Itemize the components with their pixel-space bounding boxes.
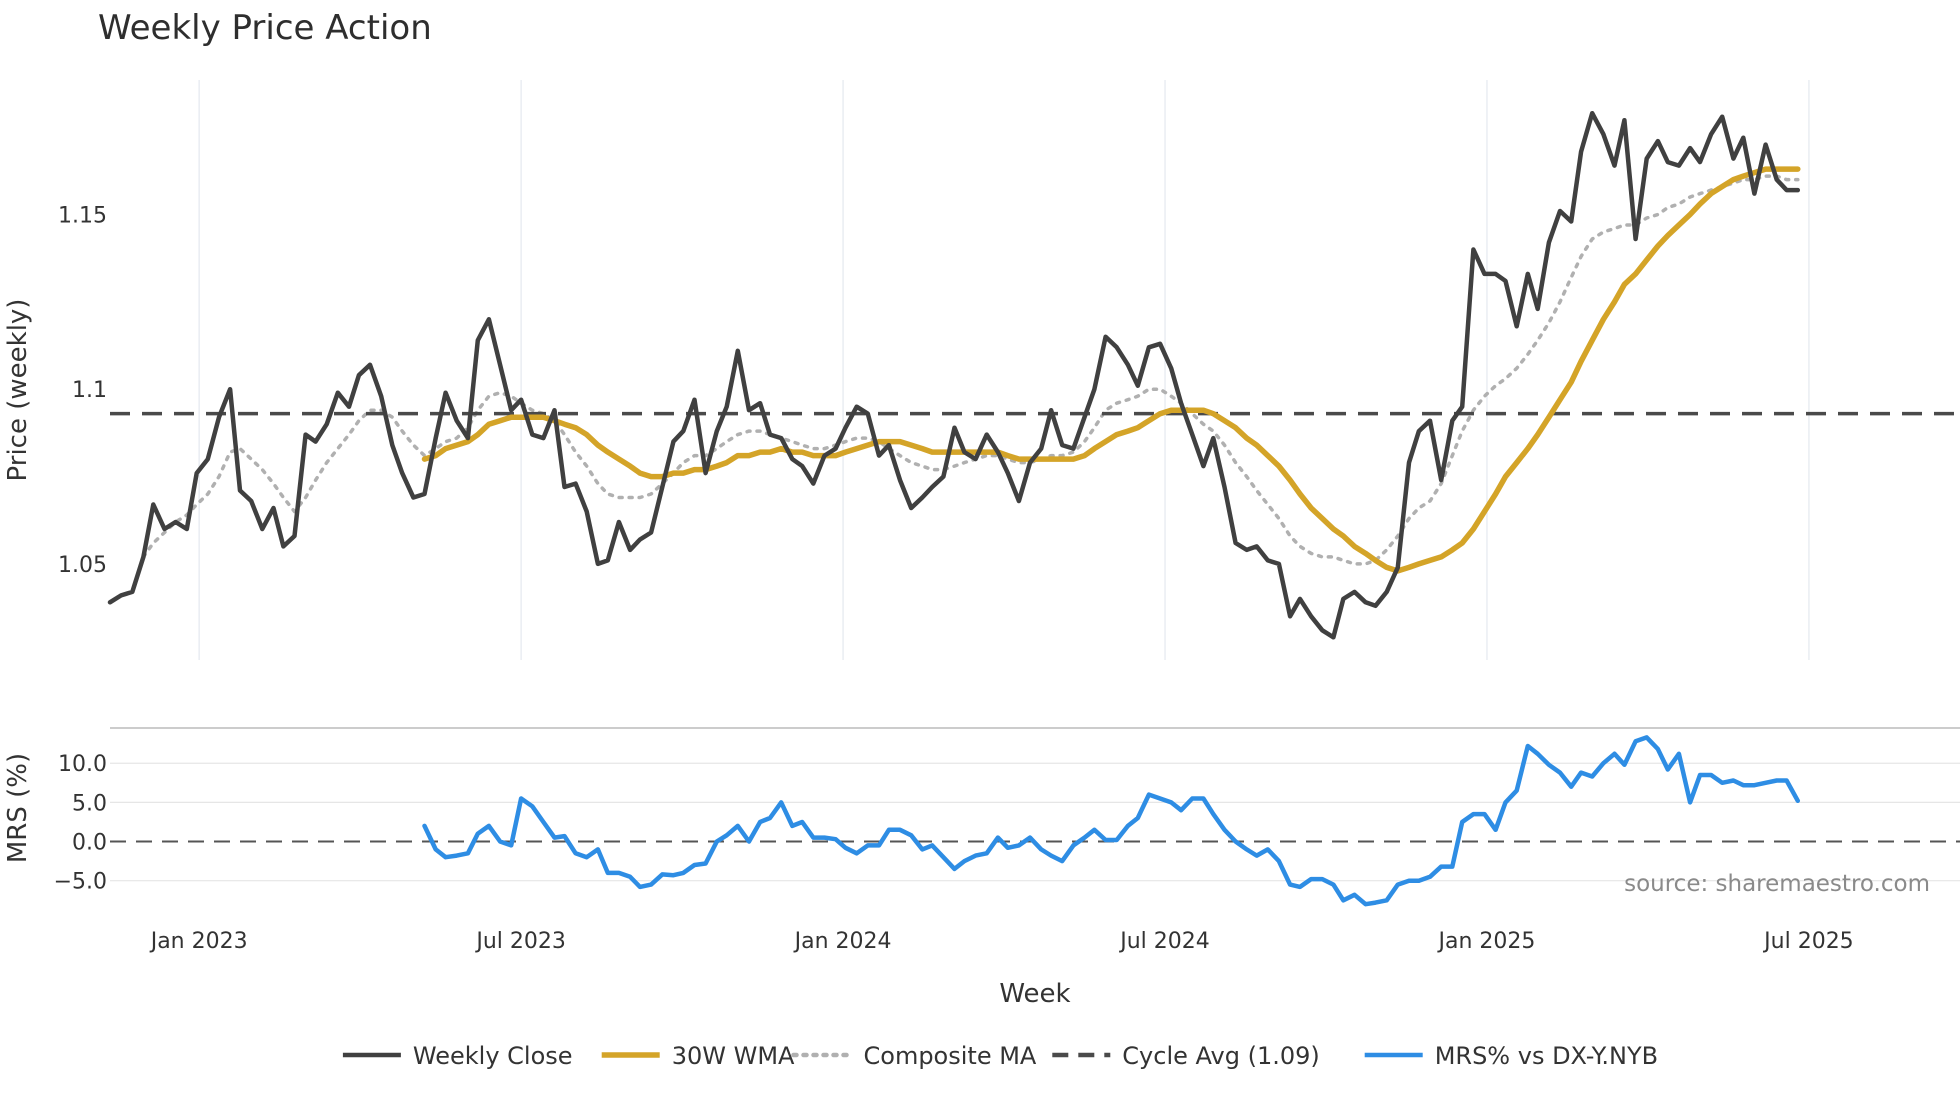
mrs-y-tick-label: 10.0	[58, 752, 107, 777]
price-axis-label: Price (weekly)	[3, 299, 33, 482]
mrs-vs-dx-y-nyb-line	[422, 735, 1801, 907]
x-tick-label: Jan 2025	[1437, 929, 1536, 954]
legend-item: MRS% vs DX-Y.NYB	[1364, 1042, 1658, 1070]
mrs-y-tick-label: 0.0	[72, 831, 107, 856]
x-tick-label: Jan 2023	[149, 929, 248, 954]
price-y-tick-label: 1.05	[58, 553, 107, 578]
x-ticks: Jan 2023 Jul 2023 Jan 2024 Jul 2024 Jan 2025…	[149, 929, 1854, 954]
weekly-close-line	[107, 110, 1801, 640]
price-series	[107, 110, 1960, 640]
legend-label: Weekly Close	[413, 1042, 573, 1070]
30w-wma-line	[421, 166, 1801, 574]
x-tick-label: Jan 2024	[793, 929, 892, 954]
legend-item: 30W WMA	[601, 1042, 795, 1070]
chart-title: Weekly Price Action	[98, 8, 432, 48]
legend-item: Cycle Avg (1.09)	[1052, 1042, 1320, 1070]
x-tick-label: Jul 2025	[1762, 929, 1854, 954]
x-tick-label: Jul 2024	[1118, 929, 1210, 954]
legend-label: 30W WMA	[672, 1042, 795, 1070]
price-y-tick-label: 1.1	[72, 378, 107, 403]
y-ticks: 1.05 1.1 1.15 10.0 5.0 0.0 −5.0	[54, 204, 107, 895]
price-y-tick-label: 1.15	[58, 204, 107, 229]
mrs-grid	[110, 762, 1960, 882]
composite-ma-line	[141, 174, 1800, 566]
x-tick-label: Jul 2023	[474, 929, 566, 954]
source-note: source: sharemaestro.com	[1624, 871, 1930, 897]
price-grid	[198, 80, 1810, 660]
legend-label: MRS% vs DX-Y.NYB	[1435, 1042, 1658, 1070]
mrs-axis-label: MRS (%)	[3, 753, 33, 863]
legend-item: Composite MA	[791, 1042, 1037, 1070]
mrs-series	[422, 735, 1801, 907]
legend-label: Cycle Avg (1.09)	[1122, 1042, 1319, 1070]
x-axis-label: Week	[999, 979, 1070, 1009]
legend-label: Composite MA	[864, 1042, 1037, 1070]
mrs-y-tick-label: 5.0	[72, 791, 107, 816]
legend-item: Weekly Close	[342, 1042, 573, 1070]
mrs-y-tick-label: −5.0	[54, 870, 107, 895]
legend: Weekly Close 30W WMA Composite MA Cycle Avg…	[342, 1042, 1658, 1070]
